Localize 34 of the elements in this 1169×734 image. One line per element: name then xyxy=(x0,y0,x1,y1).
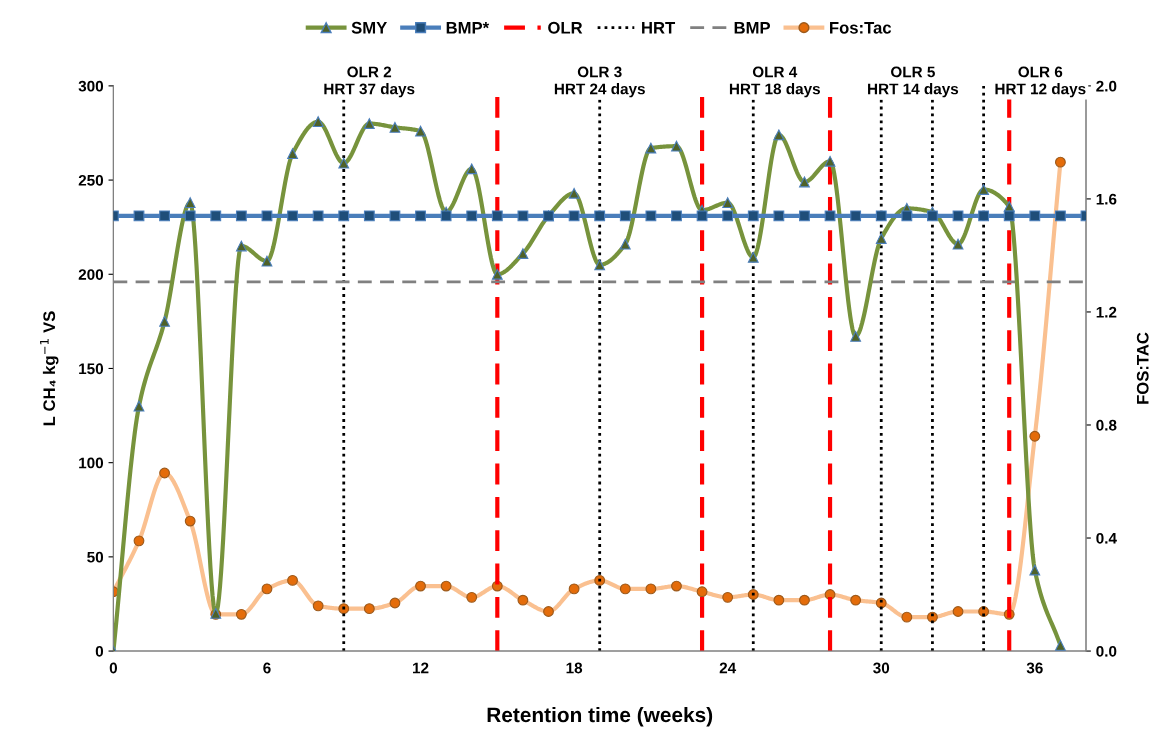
y2-axis-title: FOS:TAC xyxy=(1136,332,1149,404)
x-tick-label: 6 xyxy=(263,662,271,674)
annotation: OLR 4 HRT 18 days xyxy=(729,66,820,98)
legend-label: OLR xyxy=(548,21,583,34)
legend-label: HRT xyxy=(642,22,676,34)
y-tick-label: 150 xyxy=(79,363,104,375)
legend-label: BMP xyxy=(734,22,771,34)
x-tick-label: 18 xyxy=(566,662,583,674)
annotation: OLR 6 HRT 12 days xyxy=(995,66,1086,98)
legend-label: SMY xyxy=(351,21,387,34)
x-tick-label: 0 xyxy=(109,662,118,674)
y-tick-label: 250 xyxy=(78,174,104,186)
y2-tick-label: 1.2 xyxy=(1096,306,1117,318)
y2-tick-label: 2.0 xyxy=(1096,80,1117,92)
y2-tick-label: 0.0 xyxy=(1096,645,1117,657)
y-tick-label: 100 xyxy=(79,457,104,469)
x-axis-title: Retention time (weeks) xyxy=(487,706,713,727)
annotation: OLR 2 HRT 37 days xyxy=(324,66,415,98)
y2-tick-label: 0.4 xyxy=(1096,532,1117,544)
y-tick-label: 0 xyxy=(95,645,104,657)
annotation: OLR 5 HRT 14 days xyxy=(868,66,959,98)
y-axis-title: L CH₄ kg$^{−1}$ VS xyxy=(40,311,59,426)
x-tick-label: 36 xyxy=(1026,662,1043,674)
legend-label: BMP* xyxy=(446,22,490,34)
y-tick-label: 300 xyxy=(78,80,104,92)
y-tick-label: 50 xyxy=(87,551,104,563)
y2-tick-label: 1.6 xyxy=(1096,193,1117,205)
legend-label: Fos:Tac xyxy=(830,22,892,34)
y-tick-label: 200 xyxy=(78,269,104,280)
annotation: OLR 3 HRT 24 days xyxy=(554,66,645,98)
y2-tick-label: 0.8 xyxy=(1096,419,1117,431)
x-tick-label: 12 xyxy=(413,662,429,674)
x-tick-label: 30 xyxy=(873,662,890,674)
x-tick-label: 24 xyxy=(719,662,737,674)
